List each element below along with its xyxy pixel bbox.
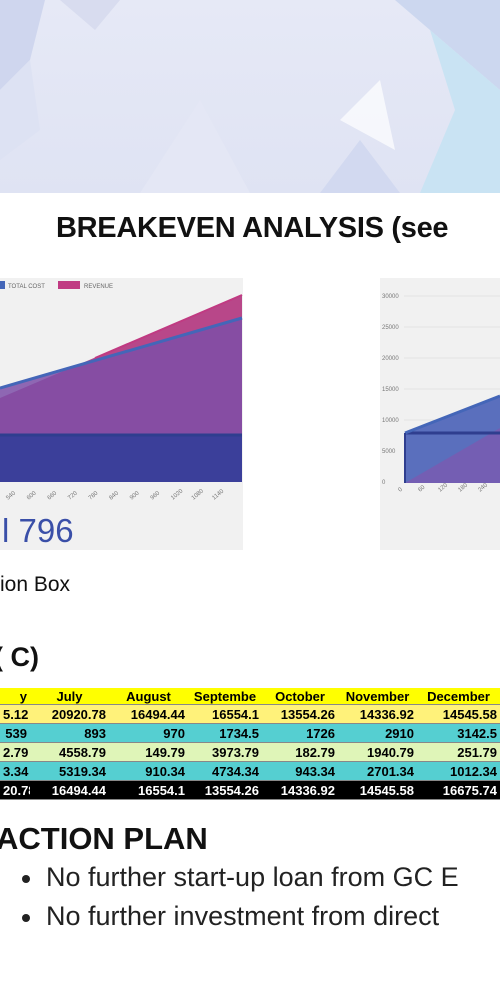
chart2-x-tick: 60 [417, 484, 426, 493]
cashflow-cell: 3.34 [0, 761, 30, 781]
breakeven-chart-1: TOTAL COST REVENUE 540 600 660 720 780 840 900… [0, 278, 243, 550]
chart1-x-tick: 540 [5, 490, 17, 501]
breakeven-title: BREAKEVEN ANALYSIS (see [56, 212, 449, 244]
cashflow-cell: 4734.34 [188, 761, 262, 781]
cashflow-cell: 16554.1 [109, 780, 188, 800]
action-item: No further start-up loan from GC E [22, 858, 459, 897]
chart2-y-tick: 5000 [382, 449, 396, 455]
cashflow-cell: 910.34 [109, 761, 188, 781]
chart2-x-tick: 240 [477, 482, 489, 493]
cashflow-cell: 539 [0, 723, 30, 743]
breakeven-chart-2-svg: 30000 25000 20000 15000 10000 5000 0 0 60 120 180… [382, 294, 500, 494]
chart2-x-tick: 0 [397, 486, 404, 493]
chart2-cost-line [404, 394, 500, 435]
cashflow-header-cell: December [417, 688, 500, 705]
cashflow-header-cell: November [338, 688, 417, 705]
cashflow-header-cell: Septembe [188, 688, 262, 705]
chart1-x-tick: 600 [26, 490, 38, 501]
action-item: No further investment from direct [22, 897, 459, 936]
cashflow-cell: 20920.78 [30, 704, 109, 724]
cashflow-header-row: y July August Septembe October November Decemb… [0, 688, 500, 705]
cashflow-cell: 13554.26 [188, 780, 262, 800]
breakeven-chart-1-svg: TOTAL COST REVENUE 540 600 660 720 780 840 900… [0, 281, 243, 502]
cashflow-cell: 182.79 [262, 742, 338, 762]
chart2-revenue-area [405, 428, 500, 483]
cashflow-row: 20.7816494.4416554.113554.2614336.921454… [0, 780, 500, 800]
cashflow-cell: 5.12 [0, 704, 30, 724]
action-item-text: No further investment from direct [46, 901, 440, 931]
cashflow-cell: 4558.79 [30, 742, 109, 762]
cashflow-row: 539 893 970 1734.5 1726 2910 3142.5 [0, 723, 500, 743]
chart2-y-tick: 0 [382, 480, 386, 486]
caption-text: ion Box [0, 573, 71, 596]
chart1-x-tick: 1080 [191, 488, 206, 502]
chart1-x-tick: 1020 [170, 488, 185, 502]
cashflow-cell: 16494.44 [109, 704, 188, 724]
cashflow-cell: 1726 [262, 723, 338, 743]
legend-total-cost-swatch [0, 281, 5, 289]
cashflow-cell: 1940.79 [338, 742, 417, 762]
hero-background [0, 0, 500, 193]
cashflow-cell: 20.78 [0, 780, 30, 800]
cashflow-row: 2.79 4558.79 149.79 3973.79 182.79 1940.79 251… [0, 742, 500, 762]
cashflow-cell: 943.34 [262, 761, 338, 781]
chart2-y-tick: 20000 [382, 356, 399, 362]
breakeven-chart-2: 30000 25000 20000 15000 10000 5000 0 0 60 120 180… [380, 278, 500, 550]
legend-revenue-label: REVENUE [84, 284, 113, 290]
cashflow-cell: 3142.5 [417, 723, 500, 743]
chart2-y-tick: 10000 [382, 418, 399, 424]
cashflow-cell: 5319.34 [30, 761, 109, 781]
fixed-cost-area [0, 435, 242, 482]
cashflow-cell: 2.79 [0, 742, 30, 762]
total-cost-line [0, 316, 243, 390]
cashflow-cell: 14545.58 [417, 704, 500, 724]
chart2-y-tick: 30000 [382, 294, 399, 300]
bullet-icon [22, 913, 30, 922]
cashflow-cell: 251.79 [417, 742, 500, 762]
breakeven-units: l 796 [2, 512, 74, 549]
cashflow-cell: 970 [109, 723, 188, 743]
chart1-x-tick: 900 [129, 490, 141, 501]
chart1-x-tick: 1140 [211, 488, 225, 501]
cashflow-cell: 2701.34 [338, 761, 417, 781]
cashflow-cell: 3973.79 [188, 742, 262, 762]
cashflow-row: 5.12 20920.78 16494.44 16554.1 13554.26 14336… [0, 704, 500, 724]
cashflow-header-cell: August [109, 688, 188, 705]
cashflow-cell: 1012.34 [417, 761, 500, 781]
action-plan-title: ACTION PLAN [0, 821, 208, 856]
cashflow-cell: 149.79 [109, 742, 188, 762]
legend-total-cost-label: TOTAL COST [8, 284, 45, 290]
chart1-x-tick: 660 [47, 490, 59, 501]
cashflow-header-cell: y [0, 688, 30, 705]
chart1-x-tick: 720 [67, 490, 79, 501]
bullet-icon [22, 874, 30, 883]
cashflow-cell: 1734.5 [188, 723, 262, 743]
cashflow-cell: 16494.44 [30, 780, 109, 800]
cashflow-cell: 893 [30, 723, 109, 743]
cashflow-cell: 2910 [338, 723, 417, 743]
chart1-x-tick: 780 [88, 490, 100, 501]
cashflow-table: y July August Septembe October November Decemb… [0, 688, 500, 800]
chart2-y-tick: 25000 [382, 325, 399, 331]
cashflow-cell: 14336.92 [338, 704, 417, 724]
cashflow-row: 3.34 5319.34 910.34 4734.34 943.34 2701.34 101… [0, 761, 500, 781]
chart2-x-tick: 180 [457, 482, 469, 493]
action-item-text: No further start-up loan from GC E [46, 862, 459, 892]
cashflow-cell: 14336.92 [262, 780, 338, 800]
legend-revenue-swatch [58, 281, 80, 289]
chart1-x-tick: 840 [108, 490, 120, 501]
cashflow-cell: 16554.1 [188, 704, 262, 724]
action-plan-list: No further start-up loan from GC E No fu… [22, 858, 459, 936]
chart2-y-tick: 15000 [382, 387, 399, 393]
hero-shapes [0, 0, 500, 193]
cashflow-header-cell: October [262, 688, 338, 705]
cashflow-cell: 14545.58 [338, 780, 417, 800]
cashflow-cell: 13554.26 [262, 704, 338, 724]
chart2-x-tick: 120 [437, 482, 449, 493]
cashflow-header-cell: July [30, 688, 109, 705]
revenue-line [94, 294, 243, 359]
cashflow-cell: 16675.74 [417, 780, 500, 800]
chart1-x-tick: 960 [150, 490, 162, 501]
section-c-heading: ( C) [0, 642, 39, 672]
